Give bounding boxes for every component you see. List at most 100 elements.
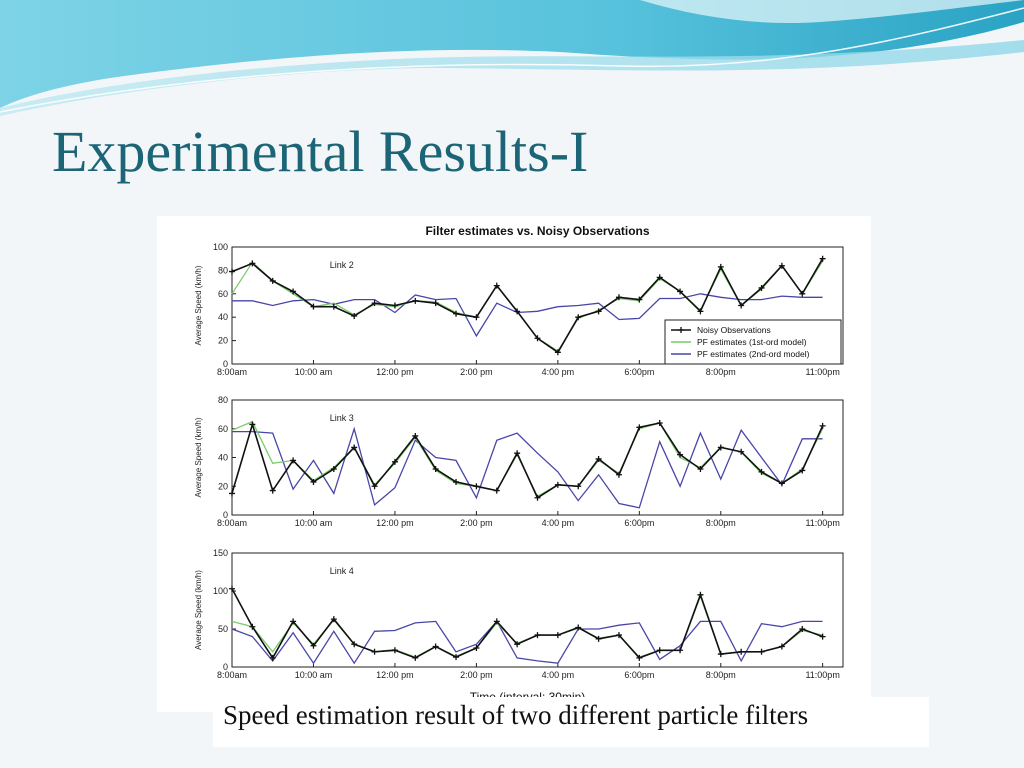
x-tick-label: 8:00pm [706,518,736,528]
data-point-marker [514,308,521,315]
y-tick-label: 40 [218,453,228,463]
y-tick-label: 0 [223,510,228,520]
data-point-marker [371,483,378,490]
data-point-marker [636,654,643,661]
data-point-marker [310,478,317,485]
chart-1: Filter estimates vs. Noisy Observations 0… [194,224,844,377]
slide-title: Experimental Results-I [52,119,589,184]
data-point-marker [697,308,704,315]
y-tick-label: 0 [223,662,228,672]
data-point-marker [453,310,460,317]
x-tick-label: 4:00 pm [542,518,575,528]
data-point-marker [554,481,561,488]
data-point-marker [738,302,745,309]
data-point-marker [778,643,785,650]
data-point-marker [615,632,622,639]
data-point-marker [249,260,256,267]
y-tick-label: 100 [213,586,228,596]
data-point-marker [717,444,724,451]
data-point-marker [269,654,276,661]
x-tick-label: 2:00 pm [460,367,493,377]
data-point-marker [575,483,582,490]
data-point-marker [534,632,541,639]
data-point-marker [269,487,276,494]
data-point-marker [615,471,622,478]
x-tick-label: 8:00pm [706,367,736,377]
y-tick-label: 20 [218,336,228,346]
data-point-marker [432,466,439,472]
legend-entry-3: PF estimates (2nd-ord model) [697,349,810,359]
chart-figure: Filter estimates vs. Noisy Observations 0… [194,224,844,704]
data-point-marker [351,641,358,648]
x-tick-label: 11:00pm [805,367,839,377]
series-line-3 [232,426,823,509]
data-point-marker [432,643,439,650]
x-tick-label: 2:00 pm [460,670,493,680]
data-point-marker [554,349,561,356]
data-point-marker [656,420,663,426]
data-point-marker [697,591,704,598]
data-point-marker [554,632,561,639]
header-wave-highlight [0,40,1024,116]
chart-legend: Noisy Observations PF estimates (1st-ord … [664,319,842,365]
data-point-marker [738,648,745,655]
x-tick-label: 10:00 am [295,518,333,528]
data-point-marker [636,424,643,431]
link-annotation: Link 3 [330,413,354,423]
data-point-marker [595,635,602,642]
data-point-marker [758,284,765,291]
data-point-marker [310,303,317,310]
data-point-marker [514,450,521,457]
data-point-marker [412,297,419,304]
data-point-marker [778,480,785,487]
y-tick-label: 80 [218,395,228,405]
data-point-marker [290,618,297,625]
data-point-marker [391,302,398,309]
x-tick-label: 6:00pm [624,367,654,377]
x-tick-label: 12:00 pm [376,367,414,377]
x-tick-label: 11:00pm [805,670,839,680]
data-point-marker [330,466,337,472]
data-point-marker [229,268,235,275]
chart-title: Filter estimates vs. Noisy Observations [425,224,649,238]
x-tick-label: 8:00pm [706,670,736,680]
header-wave-band [0,0,1024,108]
data-point-marker [473,645,480,651]
x-tick-label: 4:00 pm [542,367,575,377]
data-point-marker [269,277,276,284]
header-wave-line [0,7,1024,113]
y-axis-label: Average Speed (km/h) [194,417,203,497]
data-point-marker [595,308,602,315]
plot-area [231,552,844,668]
x-tick-label: 12:00 pm [376,670,414,680]
series-line-3 [231,620,823,665]
data-point-marker [290,457,297,464]
data-point-marker [432,300,439,307]
y-tick-label: 150 [213,548,228,558]
data-point-marker [330,303,337,310]
y-tick-label: 60 [218,424,228,434]
legend-entry-2: PF estimates (1st-ord model) [697,337,807,347]
data-point-marker [677,451,684,458]
link-annotation: Link 2 [330,260,354,270]
data-point-marker [371,648,378,655]
data-point-marker [229,490,235,497]
figure-caption: Speed estimation result of two different… [213,697,929,747]
series-line-1 [231,421,824,499]
data-point-marker [534,335,541,342]
data-point-marker [534,494,541,501]
data-point-marker [819,633,826,640]
series-line-1 [231,258,824,354]
data-point-marker [412,432,419,439]
x-tick-label: 8:00am [217,670,247,680]
y-tick-label: 80 [218,265,228,275]
data-point-marker [310,642,317,649]
data-point-marker [738,448,745,455]
data-point-marker [351,444,358,451]
data-point-marker [290,288,297,295]
data-point-marker [473,483,480,490]
series-line-1 [231,588,823,660]
data-point-marker [677,647,684,654]
chart-3: 0 50 100 150 8:00am 10:00 am 12:00 pm 2:00 pm 4:… [194,548,844,704]
legend-entry-1: Noisy Observations [697,325,771,335]
